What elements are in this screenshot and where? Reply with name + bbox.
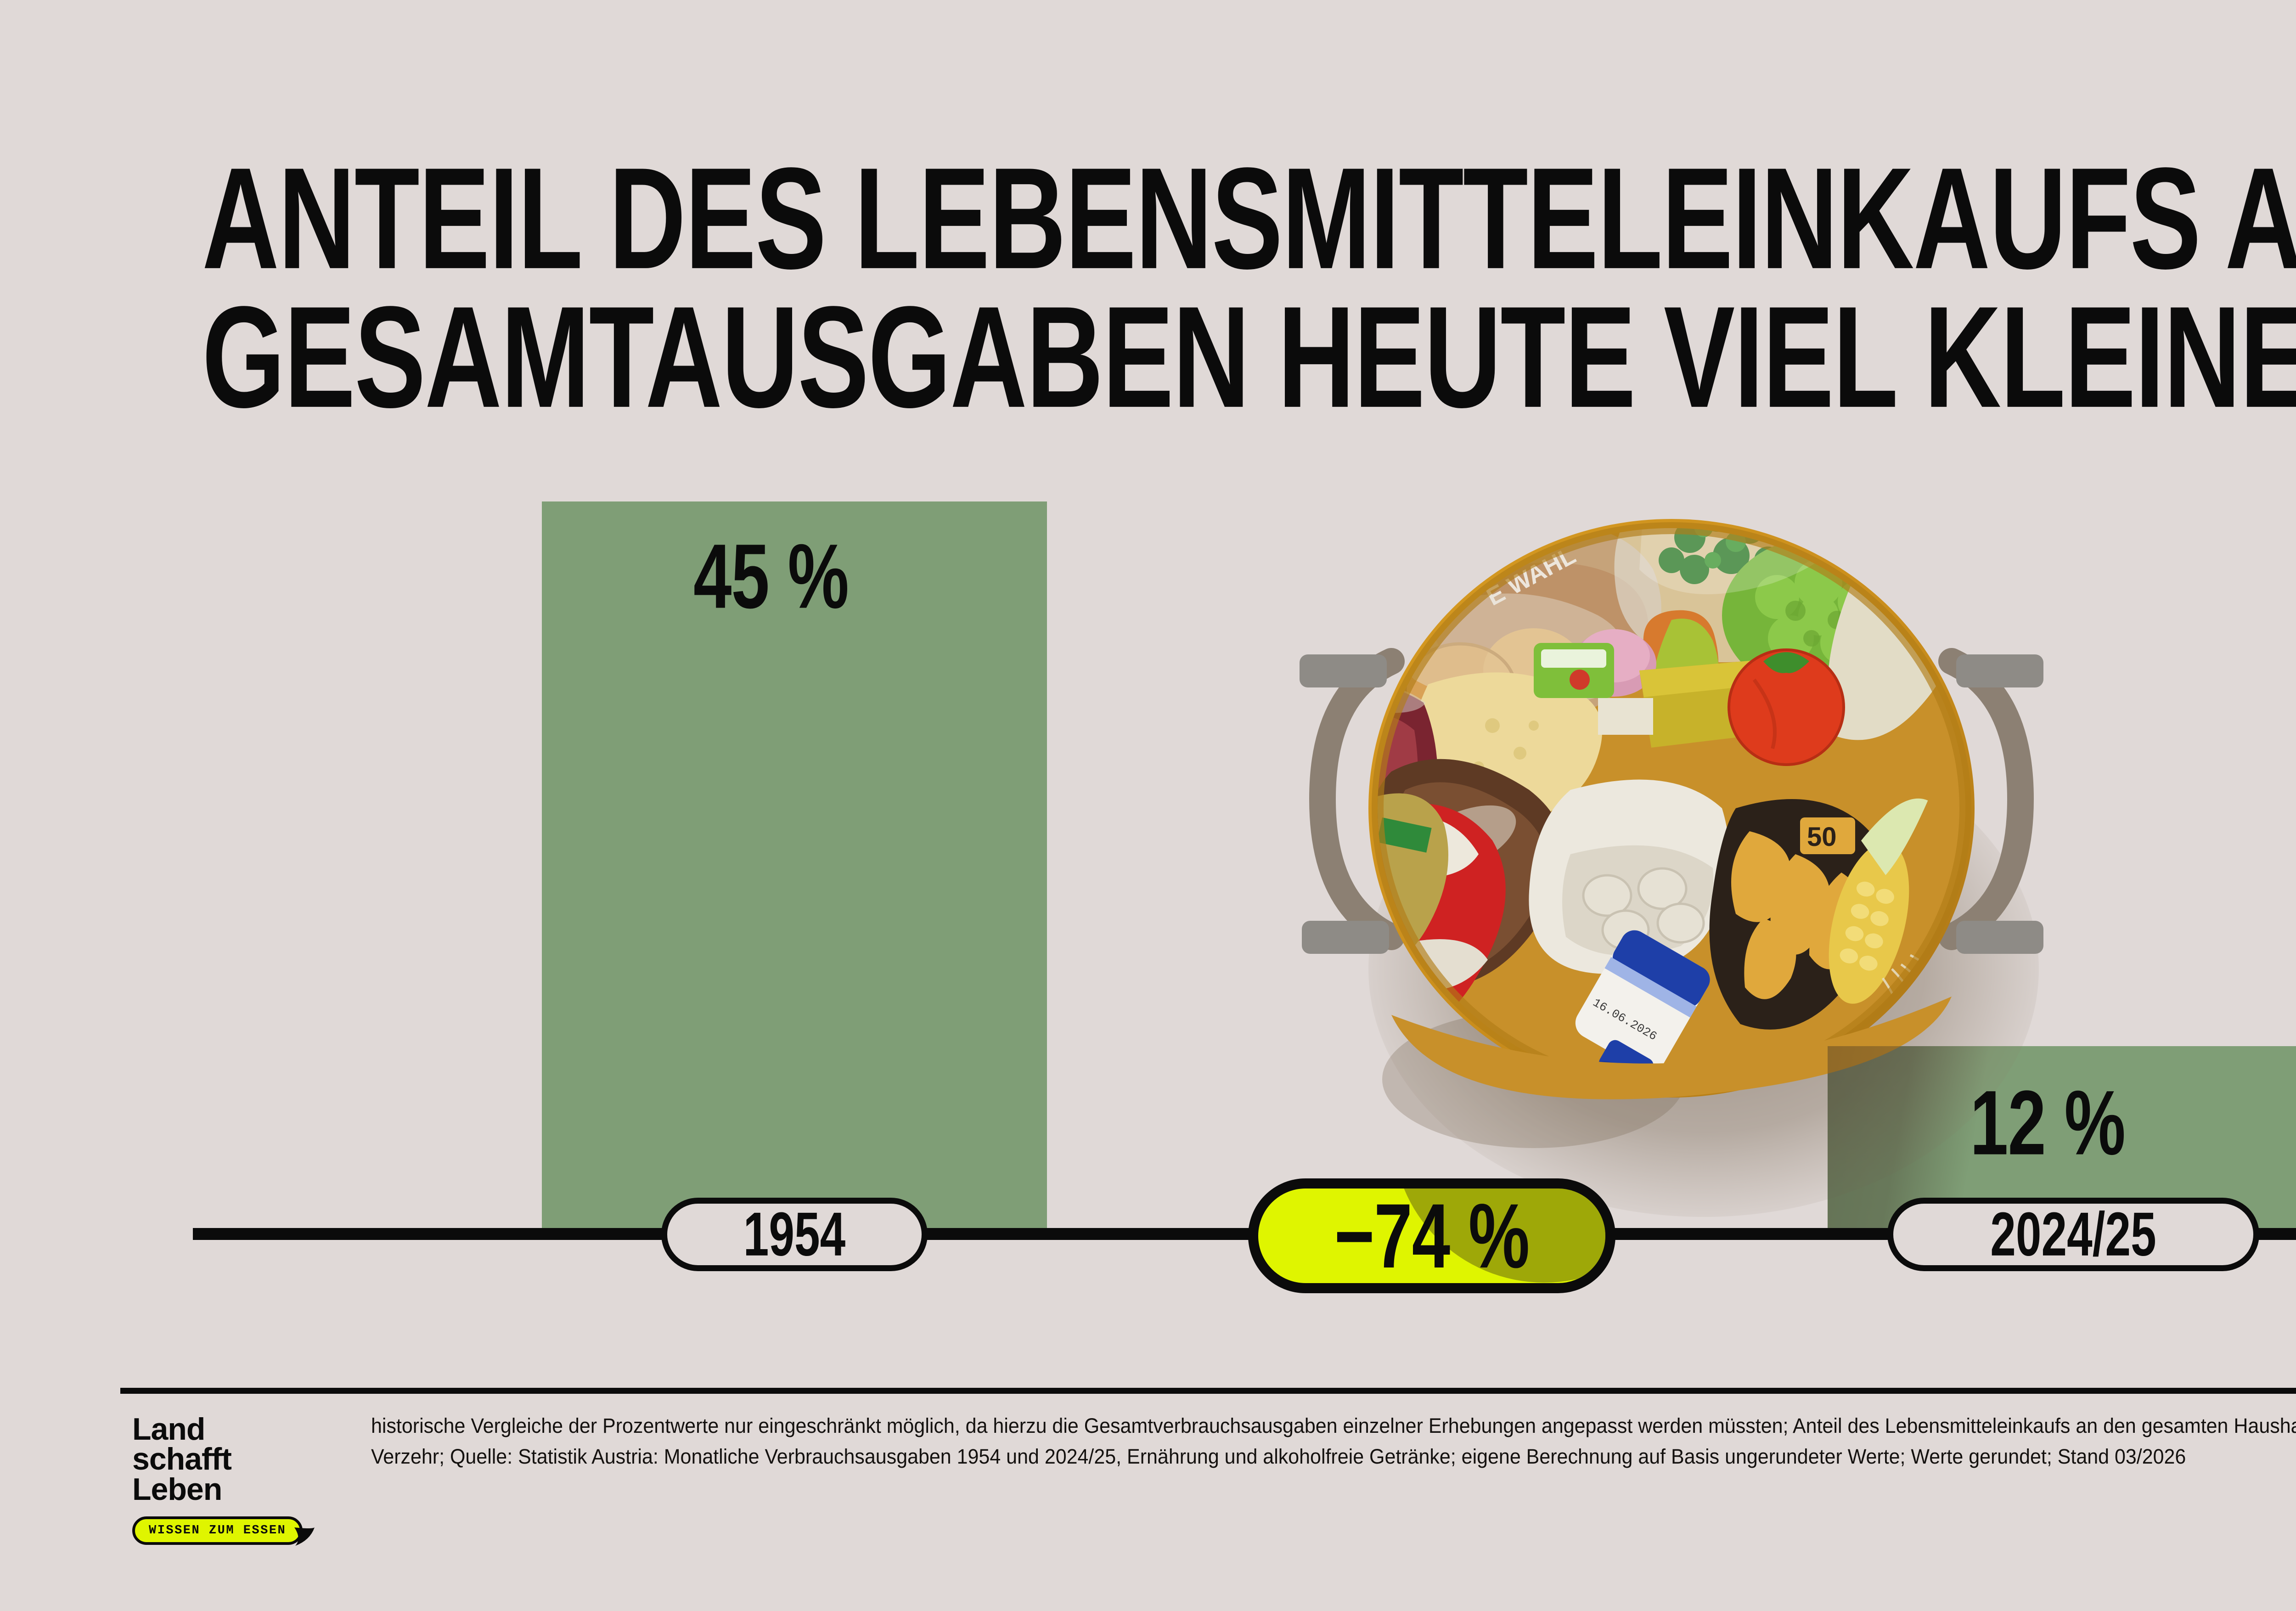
svg-text:E WAHL: E WAHL — [1482, 541, 1580, 611]
badge-shadow-overlay — [1395, 1189, 1605, 1283]
bar-value-1954: 45 % — [693, 524, 849, 628]
change-badge: −74 % — [1248, 1178, 1615, 1293]
axis-line — [193, 1228, 2296, 1240]
axis-label-2024-text: 2024/25 — [1990, 1199, 2156, 1269]
axis-label-1954-text: 1954 — [743, 1199, 846, 1269]
bar-1954 — [542, 501, 1047, 1237]
svg-text:50: 50 — [1807, 822, 1837, 852]
bar-value-2024: 12 % — [1970, 1071, 2126, 1174]
grocery-bag-photo: E WAHL — [1277, 404, 2066, 1235]
footnote: historische Vergleiche der Prozentwerte … — [371, 1414, 2296, 1468]
bag-shadow-overlay — [1828, 1046, 2020, 1237]
logo-line-1: Land — [132, 1412, 205, 1447]
logo-badge-text: WISSEN ZUM ESSEN — [149, 1523, 287, 1538]
axis-label-1954: 1954 — [661, 1198, 928, 1271]
logo-badge: WISSEN ZUM ESSEN — [132, 1516, 315, 1546]
title-line-1: ANTEIL DES LEBENSMITTELEINKAUFS AN — [202, 138, 2296, 299]
footer-divider — [120, 1388, 2296, 1394]
page-title: ANTEIL DES LEBENSMITTELEINKAUFS AN GESAM… — [202, 138, 2296, 430]
svg-text:16.06.2026: 16.06.2026 — [1590, 996, 1659, 1043]
bar-2024 — [1828, 1046, 2296, 1237]
speech-bubble-tail-icon — [293, 1527, 315, 1547]
logo[interactable]: Land schafft Leben WISSEN ZUM ESSEN — [132, 1412, 330, 1546]
logo-line-2: schafft — [132, 1442, 232, 1477]
logo-line-3: Leben — [132, 1471, 222, 1507]
title-line-2: GESAMTAUSGABEN HEUTE VIEL KLEINER — [202, 277, 2296, 438]
change-badge-text: −74 % — [1334, 1184, 1530, 1287]
axis-label-2024: 2024/25 — [1887, 1198, 2259, 1271]
